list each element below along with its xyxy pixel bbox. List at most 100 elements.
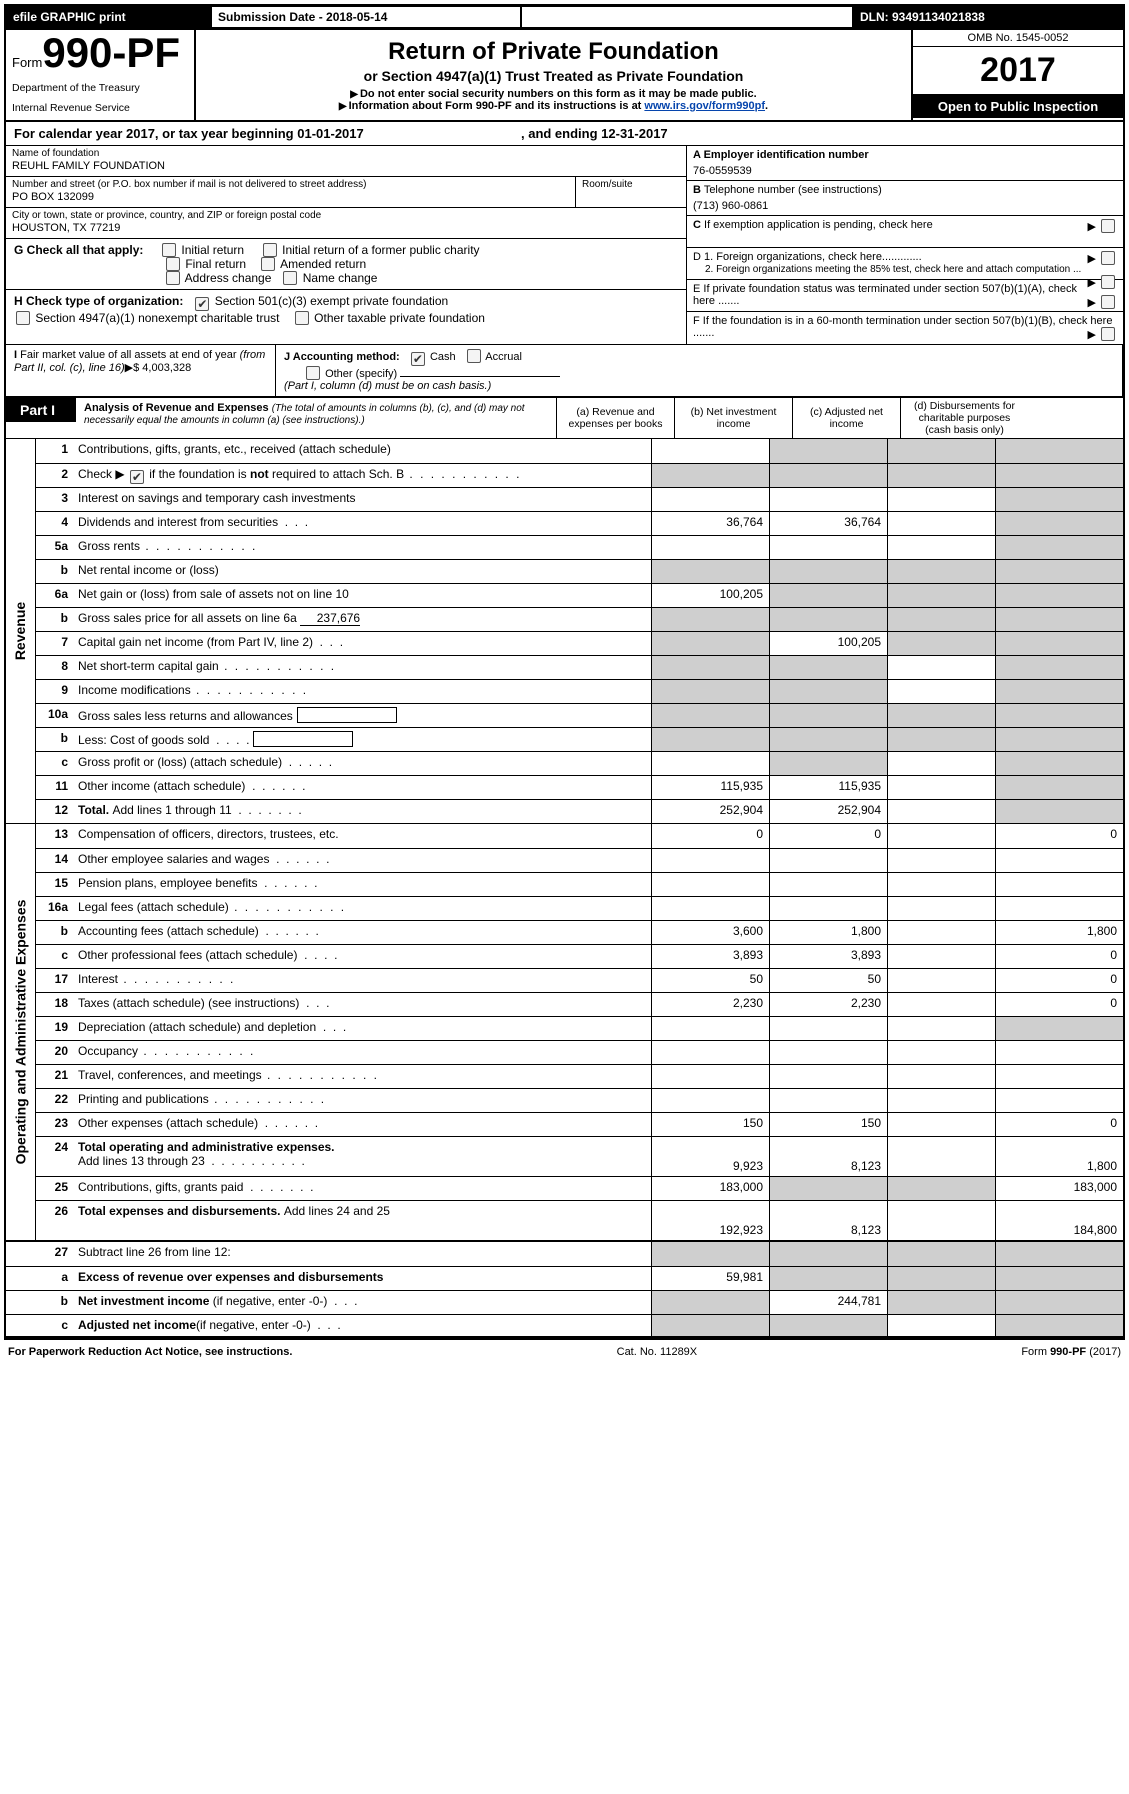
checkbox-85pct[interactable] — [1101, 275, 1115, 289]
checkbox-name-change[interactable] — [283, 271, 297, 285]
section-e: E If private foundation status was termi… — [687, 280, 1123, 312]
room-suite-label: Room/suite — [576, 177, 686, 207]
telephone-value: (713) 960-0861 — [693, 196, 1117, 212]
telephone-block: B B Telephone number (see instructions)T… — [687, 181, 1123, 216]
section-j: J Accounting method: Cash Accrual Other … — [276, 345, 1123, 396]
part1-header: Part I Analysis of Revenue and Expenses … — [6, 398, 1123, 439]
ein-value: 76-0559539 — [693, 161, 1117, 177]
dept-irs: Internal Revenue Service — [12, 102, 188, 114]
f-label: F If the foundation is in a 60-month ter… — [693, 315, 1112, 339]
section-h: H Check type of organization: Section 50… — [6, 290, 686, 329]
col-b-header: (b) Net investment income — [674, 398, 792, 438]
top-bar: efile GRAPHIC print Submission Date - 20… — [6, 6, 1123, 30]
instructions-link[interactable]: www.irs.gov/form990pf — [644, 100, 765, 112]
spacer — [521, 6, 853, 28]
checkbox-other-method[interactable] — [306, 366, 320, 380]
dln-cell: DLN: 93491134021838 — [853, 6, 1123, 28]
section-f: F If the foundation is in a 60-month ter… — [687, 312, 1123, 344]
dept-treasury: Department of the Treasury — [12, 82, 188, 94]
dln-label: DLN: — [860, 10, 892, 24]
ssn-note: Do not enter social security numbers on … — [206, 88, 901, 100]
ijf-row: I Fair market value of all assets at end… — [6, 345, 1123, 398]
d2-label: 2. Foreign organizations meeting the 85%… — [705, 264, 1081, 275]
form-title: Return of Private Foundation — [206, 38, 901, 66]
section-d: D 1. Foreign organizations, check here..… — [687, 248, 1123, 280]
g-label: G Check all that apply: — [14, 243, 143, 257]
entity-left: Name of foundation REUHL FAMILY FOUNDATI… — [6, 146, 686, 344]
checkbox-foreign-org[interactable] — [1101, 251, 1115, 265]
open-public-badge: Open to Public Inspection — [913, 95, 1123, 118]
j-label: J Accounting method: — [284, 351, 400, 363]
calendar-year-line: For calendar year 2017, or tax year begi… — [6, 122, 1123, 146]
checkbox-amended-return[interactable] — [261, 257, 275, 271]
part1-title: Analysis of Revenue and Expenses — [84, 402, 269, 414]
col-c-header: (c) Adjusted net income — [792, 398, 900, 438]
submission-date: 2018-05-14 — [326, 10, 387, 24]
checkbox-terminated[interactable] — [1101, 295, 1115, 309]
checkbox-cash[interactable] — [411, 352, 425, 366]
page-footer: For Paperwork Reduction Act Notice, see … — [0, 1344, 1129, 1366]
checkbox-address-change[interactable] — [166, 271, 180, 285]
e-label: E If private foundation status was termi… — [693, 283, 1077, 307]
checkbox-final-return[interactable] — [166, 257, 180, 271]
year-block: OMB No. 1545-0052 2017 Open to Public In… — [913, 30, 1123, 120]
part1-desc: Analysis of Revenue and Expenses (The to… — [76, 398, 556, 438]
instructions-note: Information about Form 990-PF and its in… — [206, 100, 901, 112]
form-subtitle: or Section 4947(a)(1) Trust Treated as P… — [206, 68, 901, 84]
form-label: Form — [12, 55, 42, 70]
tax-year: 2017 — [913, 47, 1123, 95]
ein-label: A Employer identification number — [693, 149, 1117, 161]
checkbox-initial-return[interactable] — [162, 243, 176, 257]
foundation-name: REUHL FAMILY FOUNDATION — [12, 159, 680, 172]
checkbox-60month[interactable] — [1101, 327, 1115, 341]
checkbox-501c3[interactable] — [195, 297, 209, 311]
checkbox-4947a1[interactable] — [16, 311, 30, 325]
form-ref: Form 990-PF (2017) — [1021, 1346, 1121, 1358]
telephone-label: B B Telephone number (see instructions)T… — [693, 184, 1117, 196]
ein-block: A Employer identification number 76-0559… — [687, 146, 1123, 181]
section-c: C If exemption application is pending, c… — [687, 216, 1123, 248]
address-value: PO BOX 132099 — [12, 190, 569, 203]
expenses-side-label: Operating and Administrative Expenses — [6, 824, 36, 1240]
form-number: 990-PF — [42, 29, 180, 76]
submission-date-cell: Submission Date - 2018-05-14 — [211, 6, 521, 28]
entity-info: Name of foundation REUHL FAMILY FOUNDATI… — [6, 146, 1123, 345]
expenses-grid: Operating and Administrative Expenses 13… — [6, 824, 1123, 1240]
col-d-header: (d) Disbursements for charitable purpose… — [900, 398, 1028, 438]
line27-block: 27Subtract line 26 from line 12: aExcess… — [6, 1240, 1123, 1338]
h-label: H Check type of organization: — [14, 294, 183, 308]
fmv-arrow: ▶$ — [125, 362, 143, 374]
c-label: C If exemption application is pending, c… — [693, 219, 933, 231]
checkbox-other-taxable[interactable] — [295, 311, 309, 325]
address-label: Number and street (or P.O. box number if… — [12, 179, 569, 190]
form-id-block: Form990-PF Department of the Treasury In… — [6, 30, 196, 120]
paperwork-notice: For Paperwork Reduction Act Notice, see … — [8, 1346, 292, 1358]
omb-number: OMB No. 1545-0052 — [913, 30, 1123, 47]
section-g: G Check all that apply: Initial return I… — [6, 239, 686, 290]
section-i: I Fair market value of all assets at end… — [6, 345, 276, 396]
city-block: City or town, state or province, country… — [6, 208, 686, 239]
d1-label: D 1. Foreign organizations, check here..… — [693, 251, 922, 263]
part1-badge: Part I — [6, 398, 76, 422]
submission-date-label: Submission Date - — [218, 10, 326, 24]
revenue-grid: Revenue 1Contributions, gifts, grants, e… — [6, 439, 1123, 824]
catalog-number: Cat. No. 11289X — [617, 1346, 698, 1358]
checkbox-initial-former[interactable] — [263, 243, 277, 257]
revenue-side-label: Revenue — [6, 439, 36, 823]
checkbox-accrual[interactable] — [467, 349, 481, 363]
fmv-value: 4,003,328 — [142, 362, 191, 374]
header: Form990-PF Department of the Treasury In… — [6, 30, 1123, 122]
city-label: City or town, state or province, country… — [12, 210, 680, 221]
foundation-name-block: Name of foundation REUHL FAMILY FOUNDATI… — [6, 146, 686, 177]
checkbox-sch-b[interactable] — [130, 470, 144, 484]
entity-right: A Employer identification number 76-0559… — [686, 146, 1123, 344]
foundation-name-label: Name of foundation — [12, 148, 680, 159]
efile-badge: efile GRAPHIC print — [6, 6, 211, 28]
form-title-block: Return of Private Foundation or Section … — [196, 30, 913, 120]
city-value: HOUSTON, TX 77219 — [12, 221, 680, 234]
form-container: efile GRAPHIC print Submission Date - 20… — [4, 4, 1125, 1340]
checkbox-exemption-pending[interactable] — [1101, 219, 1115, 233]
col-a-header: (a) Revenue and expenses per books — [556, 398, 674, 438]
j-note: (Part I, column (d) must be on cash basi… — [284, 380, 491, 392]
dln-value: 93491134021838 — [892, 10, 985, 24]
